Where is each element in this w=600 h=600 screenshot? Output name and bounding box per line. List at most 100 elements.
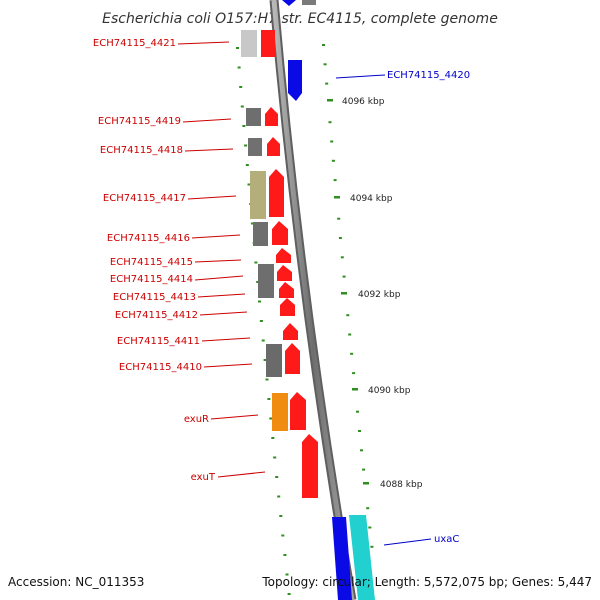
gene-arrow-top-reverse[interactable] — [282, 0, 296, 6]
minor-tick — [258, 300, 261, 303]
gene-label-ECH74115_4416[interactable]: ECH74115_4416 — [107, 233, 190, 244]
gene-arrow-exuR[interactable] — [290, 392, 306, 430]
minor-tick — [338, 237, 342, 239]
gene-arrow-ECH74115_4413[interactable] — [279, 282, 294, 298]
minor-tick — [333, 179, 337, 182]
minor-tick — [269, 417, 273, 420]
gene-block-light-gray[interactable] — [241, 30, 257, 57]
gene-block-gray[interactable] — [258, 264, 274, 298]
minor-tick — [337, 217, 341, 220]
gene-arrow-ECH74115_4421[interactable] — [261, 30, 275, 57]
major-tick — [327, 99, 333, 102]
minor-tick — [342, 275, 346, 278]
minor-tick — [261, 339, 265, 342]
scale-label-4090: 4090 kbp — [352, 386, 411, 396]
gene-label-ECH74115_4418[interactable]: ECH74115_4418 — [100, 145, 183, 156]
minor-tick — [267, 398, 271, 400]
leader-line — [182, 118, 232, 123]
gene-label-ECH74115_4419[interactable]: ECH74115_4419 — [98, 116, 181, 127]
minor-tick — [263, 359, 267, 361]
minor-tick — [250, 222, 254, 225]
minor-tick — [279, 515, 283, 517]
minor-tick — [352, 372, 356, 375]
leader-line — [217, 471, 266, 478]
gene-arrow-ECH74115_4416[interactable] — [272, 221, 288, 245]
gene-label-ECH74115_4412[interactable]: ECH74115_4412 — [115, 310, 198, 321]
genome-backbone-highlight — [271, 0, 355, 600]
gene-label-exuT[interactable]: exuT — [191, 472, 216, 483]
minor-tick — [281, 534, 285, 537]
gene-label-ECH74115_4411[interactable]: ECH74115_4411 — [117, 336, 200, 347]
gene-label-ECH74115_4415[interactable]: ECH74115_4415 — [110, 257, 193, 268]
gene-block-gray[interactable] — [253, 222, 268, 246]
scale-label-text: 4094 kbp — [350, 194, 393, 204]
minor-tick — [340, 256, 344, 259]
minor-tick — [236, 47, 239, 49]
major-tick — [352, 388, 358, 391]
scale-label-text: 4090 kbp — [368, 386, 411, 396]
gene-block-cyan[interactable] — [349, 515, 375, 600]
gene-arrow-ECH74115_4410[interactable] — [285, 343, 300, 374]
scale-label-4096: 4096 kbp — [327, 97, 385, 107]
major-tick — [363, 482, 369, 485]
scale-label-text: 4092 kbp — [358, 290, 401, 300]
minor-tick — [348, 333, 352, 336]
gene-arrow-ECH74115_4411[interactable] — [283, 323, 298, 340]
minor-tick — [273, 456, 277, 459]
leader-line — [199, 311, 248, 316]
gene-block-orange[interactable] — [272, 393, 288, 431]
minor-tick — [239, 86, 243, 88]
minor-tick — [323, 63, 327, 66]
minor-tick — [254, 261, 258, 264]
minor-tick — [240, 105, 244, 108]
gene-label-ECH74115_4417[interactable]: ECH74115_4417 — [103, 193, 186, 204]
minor-tick — [247, 183, 251, 186]
minor-tick — [366, 507, 370, 510]
gene-label-exuR[interactable]: exuR — [184, 414, 209, 425]
gene-arrow-ECH74115_4415[interactable] — [276, 248, 291, 263]
minor-tick — [331, 159, 335, 162]
minor-tick — [330, 140, 334, 143]
minor-tick — [368, 526, 372, 529]
minor-tick — [287, 593, 291, 595]
minor-tick — [350, 352, 354, 355]
minor-tick — [322, 44, 325, 46]
gene-arrow-ECH74115_4420[interactable] — [288, 60, 302, 101]
scale-label-4092: 4092 kbp — [341, 290, 401, 300]
leader-line — [335, 74, 386, 79]
minor-tick — [285, 573, 289, 576]
gene-block-gray[interactable] — [248, 138, 262, 156]
gene-label-ECH74115_4421[interactable]: ECH74115_4421 — [93, 38, 176, 49]
minor-tick — [265, 378, 269, 381]
gene-label-ECH74115_4420[interactable]: ECH74115_4420 — [387, 70, 470, 81]
gene-arrow-ECH74115_4414[interactable] — [277, 265, 292, 281]
gene-arrow-ECH74115_4412[interactable] — [280, 298, 295, 316]
gene-arrow-ECH74115_4419[interactable] — [265, 107, 278, 126]
gene-arrow-ECH74115_4418[interactable] — [267, 137, 280, 156]
leader-line — [197, 293, 246, 298]
minor-tick — [283, 554, 287, 556]
gene-block-top-gray[interactable] — [302, 0, 316, 5]
gene-block-gray[interactable] — [266, 344, 282, 377]
gene-block-gray[interactable] — [246, 108, 261, 126]
gene-arrow-uxaC[interactable] — [332, 517, 352, 600]
leader-line — [203, 363, 253, 368]
leader-line — [201, 337, 251, 342]
minor-tick — [271, 437, 275, 439]
gene-arrow-exuT[interactable] — [302, 434, 318, 498]
leader-line — [210, 414, 259, 420]
minor-tick — [242, 125, 246, 127]
leader-line — [383, 538, 432, 546]
gene-label-uxaC[interactable]: uxaC — [434, 534, 459, 545]
minor-tick — [370, 545, 374, 548]
gene-label-ECH74115_4410[interactable]: ECH74115_4410 — [119, 362, 202, 373]
leader-line — [194, 275, 244, 281]
scale-label-4094: 4094 kbp — [334, 194, 393, 204]
minor-tick — [237, 66, 241, 69]
gene-label-ECH74115_4414[interactable]: ECH74115_4414 — [110, 274, 193, 285]
gene-block-olive[interactable] — [250, 171, 266, 219]
gene-label-ECH74115_4413[interactable]: ECH74115_4413 — [113, 292, 196, 303]
minor-tick — [259, 320, 263, 322]
leader-line — [194, 259, 242, 263]
gene-arrow-ECH74115_4417[interactable] — [269, 169, 284, 217]
